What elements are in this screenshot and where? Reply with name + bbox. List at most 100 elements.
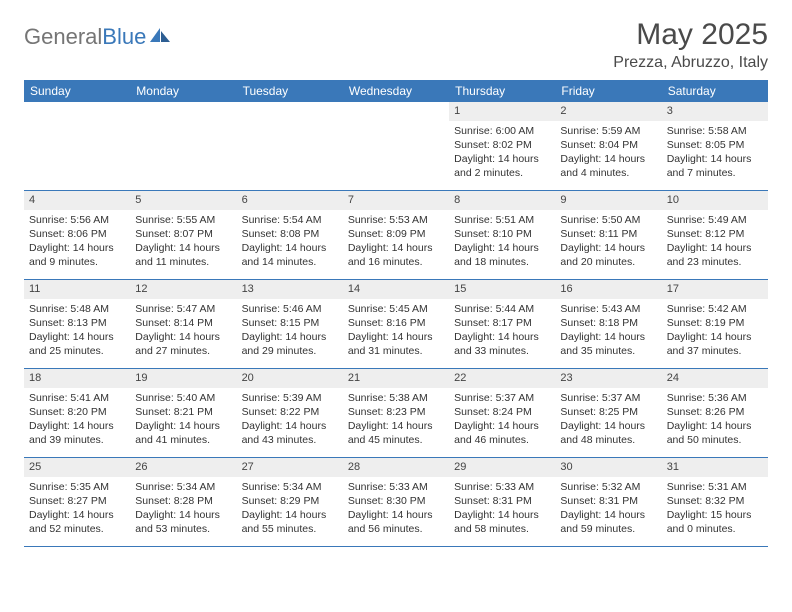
sail-icon: [150, 26, 172, 49]
day-number: 19: [130, 369, 236, 388]
day-cell: 15Sunrise: 5:44 AMSunset: 8:17 PMDayligh…: [449, 280, 555, 368]
sunrise-text: Sunrise: 6:00 AM: [454, 124, 550, 138]
daylight2-text: and 33 minutes.: [454, 344, 550, 358]
day-number: 31: [662, 458, 768, 477]
daylight2-text: and 23 minutes.: [667, 255, 763, 269]
sunset-text: Sunset: 8:13 PM: [29, 316, 125, 330]
day-headers-row: Sunday Monday Tuesday Wednesday Thursday…: [24, 80, 768, 102]
sunrise-text: Sunrise: 5:46 AM: [242, 302, 338, 316]
day-number: 29: [449, 458, 555, 477]
daylight1-text: Daylight: 14 hours: [135, 419, 231, 433]
day-cell: 3Sunrise: 5:58 AMSunset: 8:05 PMDaylight…: [662, 102, 768, 190]
sunset-text: Sunset: 8:23 PM: [348, 405, 444, 419]
daylight2-text: and 56 minutes.: [348, 522, 444, 536]
location-text: Prezza, Abruzzo, Italy: [613, 54, 768, 72]
day-number: 6: [237, 191, 343, 210]
header: GeneralBlue May 2025 Prezza, Abruzzo, It…: [24, 18, 768, 72]
daylight1-text: Daylight: 14 hours: [135, 241, 231, 255]
day-cell: 12Sunrise: 5:47 AMSunset: 8:14 PMDayligh…: [130, 280, 236, 368]
day-cell: 29Sunrise: 5:33 AMSunset: 8:31 PMDayligh…: [449, 458, 555, 546]
day-cell: 4Sunrise: 5:56 AMSunset: 8:06 PMDaylight…: [24, 191, 130, 279]
daylight1-text: Daylight: 14 hours: [560, 330, 656, 344]
daylight2-text: and 25 minutes.: [29, 344, 125, 358]
day-number: 14: [343, 280, 449, 299]
sunset-text: Sunset: 8:22 PM: [242, 405, 338, 419]
day-header: Saturday: [662, 80, 768, 102]
day-cell: 13Sunrise: 5:46 AMSunset: 8:15 PMDayligh…: [237, 280, 343, 368]
sunset-text: Sunset: 8:06 PM: [29, 227, 125, 241]
sunset-text: Sunset: 8:09 PM: [348, 227, 444, 241]
daylight1-text: Daylight: 14 hours: [454, 330, 550, 344]
daylight2-text: and 45 minutes.: [348, 433, 444, 447]
sunrise-text: Sunrise: 5:50 AM: [560, 213, 656, 227]
day-cell: 16Sunrise: 5:43 AMSunset: 8:18 PMDayligh…: [555, 280, 661, 368]
daylight1-text: Daylight: 14 hours: [560, 152, 656, 166]
day-cell: 28Sunrise: 5:33 AMSunset: 8:30 PMDayligh…: [343, 458, 449, 546]
day-number: 5: [130, 191, 236, 210]
day-cell: 9Sunrise: 5:50 AMSunset: 8:11 PMDaylight…: [555, 191, 661, 279]
week-row: 4Sunrise: 5:56 AMSunset: 8:06 PMDaylight…: [24, 191, 768, 280]
sunset-text: Sunset: 8:11 PM: [560, 227, 656, 241]
day-number: 12: [130, 280, 236, 299]
sunrise-text: Sunrise: 5:42 AM: [667, 302, 763, 316]
daylight1-text: Daylight: 14 hours: [348, 241, 444, 255]
sunrise-text: Sunrise: 5:37 AM: [560, 391, 656, 405]
daylight2-text: and 9 minutes.: [29, 255, 125, 269]
daylight1-text: Daylight: 14 hours: [242, 419, 338, 433]
sunrise-text: Sunrise: 5:43 AM: [560, 302, 656, 316]
day-cell: 31Sunrise: 5:31 AMSunset: 8:32 PMDayligh…: [662, 458, 768, 546]
daylight2-text: and 20 minutes.: [560, 255, 656, 269]
day-cell: [237, 102, 343, 190]
day-number: 18: [24, 369, 130, 388]
daylight2-text: and 53 minutes.: [135, 522, 231, 536]
daylight1-text: Daylight: 14 hours: [29, 241, 125, 255]
sunrise-text: Sunrise: 5:34 AM: [135, 480, 231, 494]
sunset-text: Sunset: 8:12 PM: [667, 227, 763, 241]
day-number: 7: [343, 191, 449, 210]
sunrise-text: Sunrise: 5:38 AM: [348, 391, 444, 405]
sunset-text: Sunset: 8:32 PM: [667, 494, 763, 508]
daylight2-text: and 27 minutes.: [135, 344, 231, 358]
day-number: 2: [555, 102, 661, 121]
day-cell: 22Sunrise: 5:37 AMSunset: 8:24 PMDayligh…: [449, 369, 555, 457]
day-number: 15: [449, 280, 555, 299]
daylight1-text: Daylight: 14 hours: [454, 152, 550, 166]
day-cell: 14Sunrise: 5:45 AMSunset: 8:16 PMDayligh…: [343, 280, 449, 368]
daylight1-text: Daylight: 14 hours: [454, 508, 550, 522]
sunset-text: Sunset: 8:16 PM: [348, 316, 444, 330]
sunrise-text: Sunrise: 5:32 AM: [560, 480, 656, 494]
day-number: 30: [555, 458, 661, 477]
day-number: 16: [555, 280, 661, 299]
day-header: Thursday: [449, 80, 555, 102]
day-cell: 21Sunrise: 5:38 AMSunset: 8:23 PMDayligh…: [343, 369, 449, 457]
daylight2-text: and 41 minutes.: [135, 433, 231, 447]
day-cell: 18Sunrise: 5:41 AMSunset: 8:20 PMDayligh…: [24, 369, 130, 457]
daylight2-text: and 39 minutes.: [29, 433, 125, 447]
logo-text: GeneralBlue: [24, 24, 146, 50]
daylight2-text: and 37 minutes.: [667, 344, 763, 358]
daylight2-text: and 14 minutes.: [242, 255, 338, 269]
daylight2-text: and 46 minutes.: [454, 433, 550, 447]
sunset-text: Sunset: 8:20 PM: [29, 405, 125, 419]
day-number: 9: [555, 191, 661, 210]
sunrise-text: Sunrise: 5:54 AM: [242, 213, 338, 227]
sunset-text: Sunset: 8:05 PM: [667, 138, 763, 152]
daylight2-text: and 16 minutes.: [348, 255, 444, 269]
daylight2-text: and 18 minutes.: [454, 255, 550, 269]
week-row: 25Sunrise: 5:35 AMSunset: 8:27 PMDayligh…: [24, 458, 768, 547]
day-number: 21: [343, 369, 449, 388]
day-header: Sunday: [24, 80, 130, 102]
sunset-text: Sunset: 8:29 PM: [242, 494, 338, 508]
daylight1-text: Daylight: 14 hours: [135, 330, 231, 344]
logo: GeneralBlue: [24, 24, 172, 50]
day-cell: 1Sunrise: 6:00 AMSunset: 8:02 PMDaylight…: [449, 102, 555, 190]
daylight1-text: Daylight: 14 hours: [454, 241, 550, 255]
day-number: 20: [237, 369, 343, 388]
day-number: 25: [24, 458, 130, 477]
week-row: 1Sunrise: 6:00 AMSunset: 8:02 PMDaylight…: [24, 102, 768, 191]
sunrise-text: Sunrise: 5:34 AM: [242, 480, 338, 494]
sunset-text: Sunset: 8:25 PM: [560, 405, 656, 419]
sunrise-text: Sunrise: 5:53 AM: [348, 213, 444, 227]
day-cell: 25Sunrise: 5:35 AMSunset: 8:27 PMDayligh…: [24, 458, 130, 546]
sunset-text: Sunset: 8:07 PM: [135, 227, 231, 241]
